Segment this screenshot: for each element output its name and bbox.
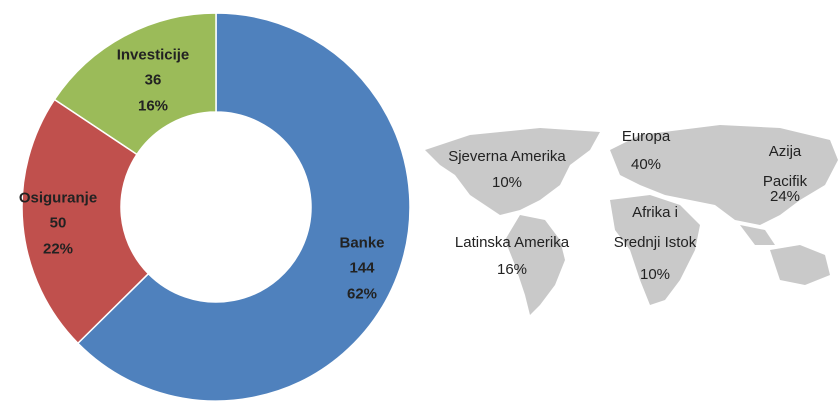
percent-label: 62% bbox=[346, 285, 378, 303]
value-label: 36 bbox=[144, 71, 162, 89]
region-name: Latinska Amerika bbox=[454, 234, 570, 251]
region-value: 10% bbox=[639, 266, 671, 283]
region-value: 40% bbox=[630, 156, 662, 173]
donut-slice bbox=[53, 12, 217, 156]
category-label: Osiguranje bbox=[18, 189, 98, 207]
region-value: 16% bbox=[496, 261, 528, 278]
value-label: 144 bbox=[349, 259, 375, 277]
percent-label: 22% bbox=[42, 240, 74, 258]
region-name: Azija Pacifik bbox=[762, 143, 808, 190]
donut-slice bbox=[76, 12, 411, 402]
category-label: Investicije bbox=[116, 46, 190, 64]
region-value: 10% bbox=[491, 174, 523, 191]
percent-label: 16% bbox=[137, 97, 169, 115]
donut-slice bbox=[21, 98, 150, 345]
category-label: Banke bbox=[339, 234, 385, 252]
region-name: Europa bbox=[621, 128, 671, 145]
world-map bbox=[425, 125, 838, 315]
region-value: 24% bbox=[769, 188, 801, 205]
region-name: Sjeverna Amerika bbox=[448, 148, 566, 165]
value-label: 50 bbox=[49, 214, 67, 232]
region-name: Afrika i Srednji Istok bbox=[613, 204, 697, 251]
